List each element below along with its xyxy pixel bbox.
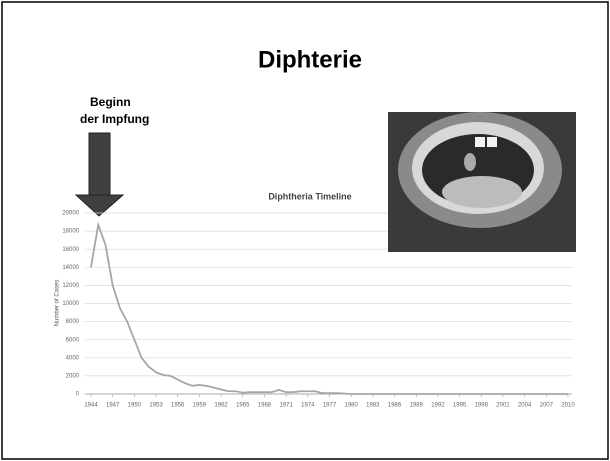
y-tick-label: 4000 bbox=[66, 355, 80, 361]
x-tick-label: 1959 bbox=[193, 403, 207, 409]
y-tick-label: 18000 bbox=[62, 229, 79, 235]
x-tick-label: 2010 bbox=[561, 403, 575, 409]
y-tick-label: 12000 bbox=[62, 283, 79, 289]
x-tick-label: 1956 bbox=[171, 403, 185, 409]
x-tick-label: 1947 bbox=[106, 403, 120, 409]
chart-title: Diphtheria Timeline bbox=[268, 191, 351, 201]
x-tick-label: 1998 bbox=[475, 403, 489, 409]
x-tick-label: 1995 bbox=[453, 403, 467, 409]
y-tick-label: 6000 bbox=[66, 337, 80, 343]
x-tick-label: 1992 bbox=[431, 403, 445, 409]
x-tick-label: 1986 bbox=[388, 403, 402, 409]
y-tick-label: 20000 bbox=[62, 211, 79, 217]
y-tick-label: 8000 bbox=[66, 319, 80, 325]
x-tick-label: 1974 bbox=[301, 403, 315, 409]
x-tick-label: 1944 bbox=[84, 403, 98, 409]
x-tick-label: 1953 bbox=[149, 403, 163, 409]
annotation: Beginn bbox=[90, 95, 131, 109]
x-tick-label: 1968 bbox=[258, 403, 272, 409]
y-tick-label: 10000 bbox=[62, 301, 79, 307]
y-tick-label: 16000 bbox=[62, 247, 79, 253]
x-tick-label: 1971 bbox=[279, 403, 293, 409]
x-tick-label: 1980 bbox=[345, 403, 359, 409]
x-tick-label: 1962 bbox=[214, 403, 228, 409]
y-tick-label: 14000 bbox=[62, 265, 79, 271]
annotation: der Impfung bbox=[80, 112, 149, 126]
photo bbox=[388, 112, 576, 252]
y-tick-label: 2000 bbox=[66, 373, 80, 379]
slide: Diphterie Beginn der Impfung Diphtheria … bbox=[0, 0, 610, 461]
x-tick-label: 1950 bbox=[128, 403, 142, 409]
slide-title: Diphterie bbox=[258, 46, 362, 73]
x-tick-label: 2007 bbox=[540, 403, 554, 409]
y-axis-label: Number of Cases bbox=[55, 280, 61, 327]
x-tick-label: 2004 bbox=[518, 403, 532, 409]
x-tick-label: 2001 bbox=[496, 403, 510, 409]
x-tick-label: 1989 bbox=[410, 403, 424, 409]
x-tick-label: 1965 bbox=[236, 403, 250, 409]
x-tick-label: 1977 bbox=[323, 403, 337, 409]
x-tick-label: 1983 bbox=[366, 403, 380, 409]
